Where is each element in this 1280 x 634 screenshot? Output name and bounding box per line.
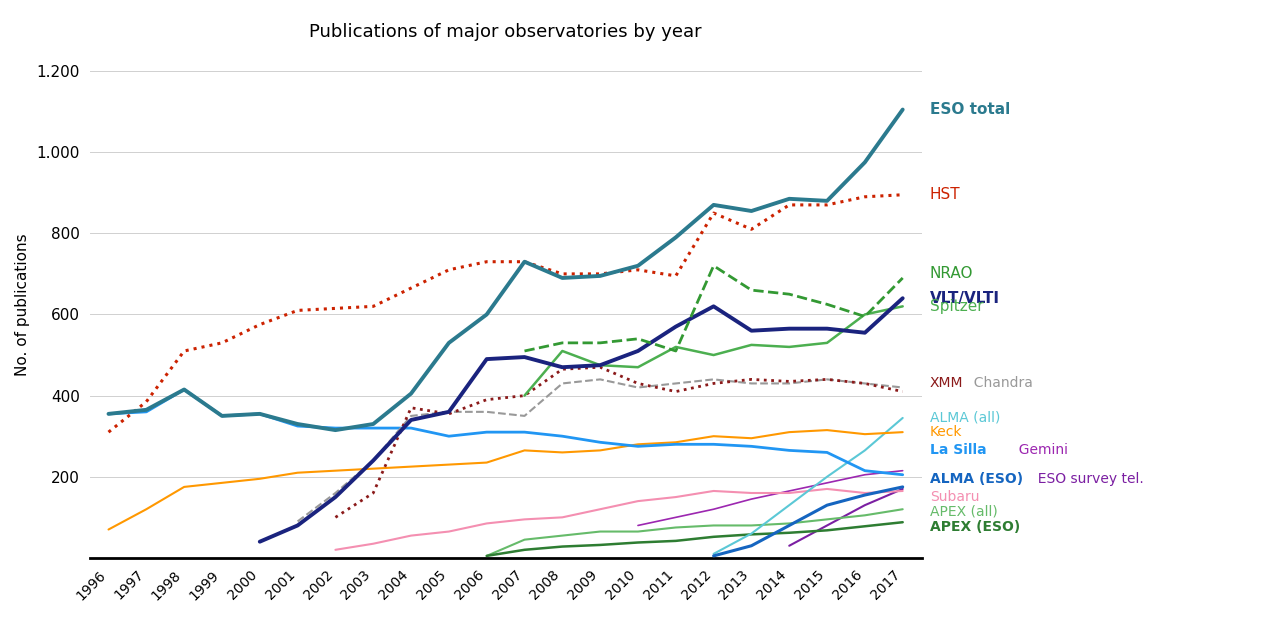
Text: Chandra: Chandra (965, 377, 1033, 391)
Title: Publications of major observatories by year: Publications of major observatories by y… (310, 23, 701, 41)
Text: ESO survey tel.: ESO survey tel. (1029, 472, 1143, 486)
Text: ALMA (all): ALMA (all) (931, 411, 1000, 425)
Text: XMM: XMM (931, 377, 964, 391)
Text: NRAO: NRAO (931, 266, 973, 281)
Text: VLT/VLTI: VLT/VLTI (931, 291, 1000, 306)
Text: ESO total: ESO total (931, 102, 1010, 117)
Y-axis label: No. of publications: No. of publications (14, 233, 29, 375)
Text: Subaru: Subaru (931, 490, 979, 504)
Text: Keck: Keck (931, 425, 963, 439)
Text: Spitzer: Spitzer (931, 299, 983, 314)
Text: APEX (ESO): APEX (ESO) (931, 521, 1020, 534)
Text: ALMA (ESO): ALMA (ESO) (931, 472, 1023, 486)
Text: La Silla: La Silla (931, 443, 987, 457)
Text: HST: HST (931, 187, 960, 202)
Text: APEX (all): APEX (all) (931, 504, 997, 518)
Text: Gemini: Gemini (1010, 443, 1069, 457)
